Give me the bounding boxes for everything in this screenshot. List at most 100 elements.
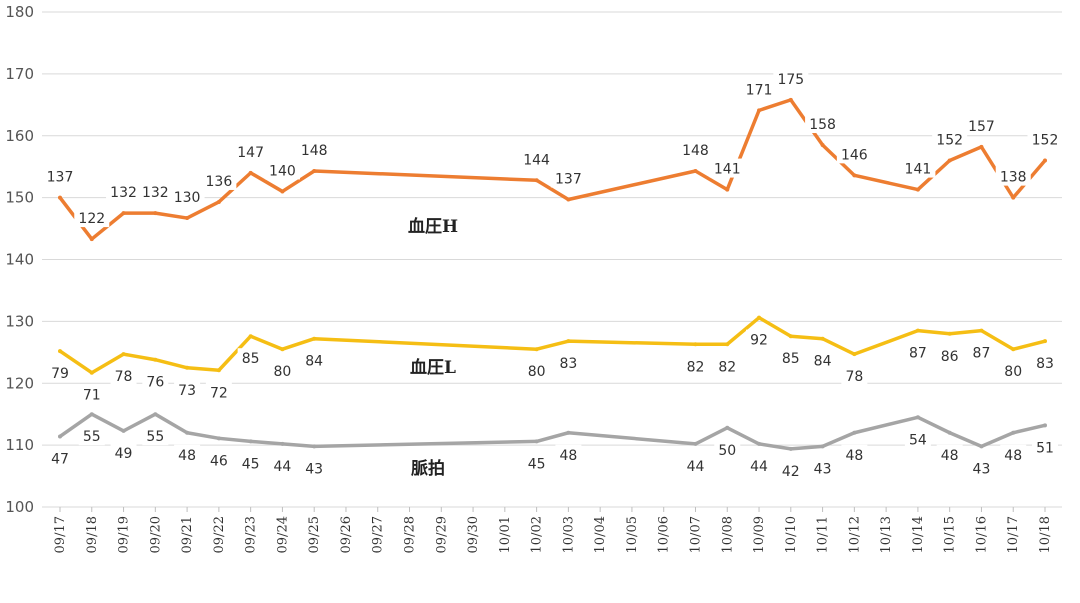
- data-label-background: [904, 429, 931, 449]
- data-label: 144: [523, 152, 550, 168]
- data-point: [725, 187, 730, 192]
- data-point: [820, 336, 825, 341]
- data-point: [248, 439, 253, 444]
- data-label: 80: [1004, 364, 1022, 380]
- data-label: 47: [51, 451, 69, 467]
- data-label: 76: [146, 375, 164, 391]
- data-label-background: [963, 115, 999, 135]
- data-label-background: [841, 444, 868, 464]
- data-label-background: [1000, 444, 1027, 464]
- x-tick-label: 09/23: [244, 516, 259, 553]
- data-point: [216, 436, 221, 441]
- data-label-background: [555, 353, 582, 373]
- series-lines: [58, 97, 1047, 451]
- data-label-background: [968, 458, 995, 478]
- x-tick-label: 10/14: [911, 516, 926, 553]
- series-name-label: 脈拍: [411, 458, 445, 479]
- data-label: 132: [142, 185, 169, 201]
- x-tick-label: 10/11: [816, 516, 831, 553]
- data-label: 175: [777, 72, 804, 88]
- x-tick-label: 09/17: [53, 516, 68, 553]
- data-label-background: [809, 458, 836, 478]
- data-label-background: [709, 158, 745, 178]
- data-point: [979, 328, 984, 333]
- data-point: [534, 439, 539, 444]
- x-tick-label: 10/01: [498, 516, 513, 553]
- x-tick-label: 10/07: [688, 516, 703, 553]
- data-label: 140: [269, 163, 296, 179]
- data-label: 92: [750, 333, 768, 349]
- data-point: [216, 368, 221, 373]
- data-label-background: [237, 453, 264, 473]
- x-tick-label: 10/10: [784, 516, 799, 553]
- data-label: 46: [210, 453, 228, 469]
- data-label-background: [523, 453, 550, 473]
- data-label: 55: [83, 429, 101, 445]
- data-label-background: [682, 356, 709, 376]
- data-point: [121, 211, 126, 216]
- data-label-background: [777, 460, 804, 480]
- data-point: [1043, 423, 1047, 428]
- series-line: [58, 412, 1047, 451]
- data-label: 158: [809, 117, 836, 133]
- data-label-background: [110, 442, 137, 462]
- data-label: 147: [237, 145, 264, 161]
- data-point: [89, 412, 94, 417]
- data-point: [757, 108, 762, 113]
- data-point: [58, 195, 62, 200]
- data-label-background: [841, 366, 868, 386]
- data-label: 48: [1004, 448, 1022, 464]
- data-label-background: [714, 356, 741, 376]
- data-label: 44: [274, 459, 292, 475]
- y-tick-label: 100: [5, 498, 34, 516]
- data-label-background: [269, 455, 296, 475]
- data-label-background: [233, 141, 269, 161]
- y-tick-label: 160: [5, 127, 34, 145]
- data-label-background: [74, 208, 110, 228]
- data-point: [566, 430, 571, 435]
- data-label: 43: [814, 461, 832, 477]
- data-label-background: [301, 350, 328, 370]
- data-point: [1043, 339, 1047, 344]
- data-point: [1043, 158, 1047, 163]
- data-label-background: [809, 350, 836, 370]
- data-point: [89, 370, 94, 375]
- data-label: 45: [528, 456, 546, 472]
- data-label-background: [205, 382, 232, 402]
- data-label-background: [836, 144, 872, 164]
- data-label-background: [78, 426, 105, 446]
- data-label-background: [968, 342, 995, 362]
- data-point: [915, 187, 920, 192]
- data-label-background: [714, 439, 741, 459]
- data-label-background: [773, 68, 809, 88]
- data-point: [185, 365, 190, 370]
- data-point: [89, 237, 94, 242]
- data-label-background: [142, 426, 169, 446]
- data-point: [947, 331, 952, 336]
- x-tick-label: 09/30: [466, 516, 481, 553]
- x-tick-label: 10/08: [720, 516, 735, 553]
- data-label-background: [936, 345, 963, 365]
- x-tick-label: 10/18: [1038, 516, 1053, 553]
- data-label: 157: [968, 119, 995, 135]
- data-label-background: [237, 348, 264, 368]
- data-point: [915, 328, 920, 333]
- data-label-background: [1027, 129, 1063, 149]
- data-point: [820, 143, 825, 148]
- data-point: [58, 349, 62, 354]
- data-point: [534, 178, 539, 183]
- x-tick-label: 10/03: [561, 516, 576, 553]
- data-label: 84: [814, 354, 832, 370]
- data-point: [757, 441, 762, 446]
- data-label-background: [169, 187, 205, 207]
- data-label: 148: [301, 143, 328, 159]
- data-label: 122: [78, 211, 105, 227]
- y-tick-label: 180: [5, 3, 34, 21]
- data-label-background: [932, 129, 968, 149]
- data-point: [979, 444, 984, 449]
- data-point: [693, 342, 698, 347]
- data-label: 78: [115, 369, 133, 385]
- x-tick-label: 10/02: [530, 516, 545, 553]
- y-tick-label: 110: [5, 436, 34, 454]
